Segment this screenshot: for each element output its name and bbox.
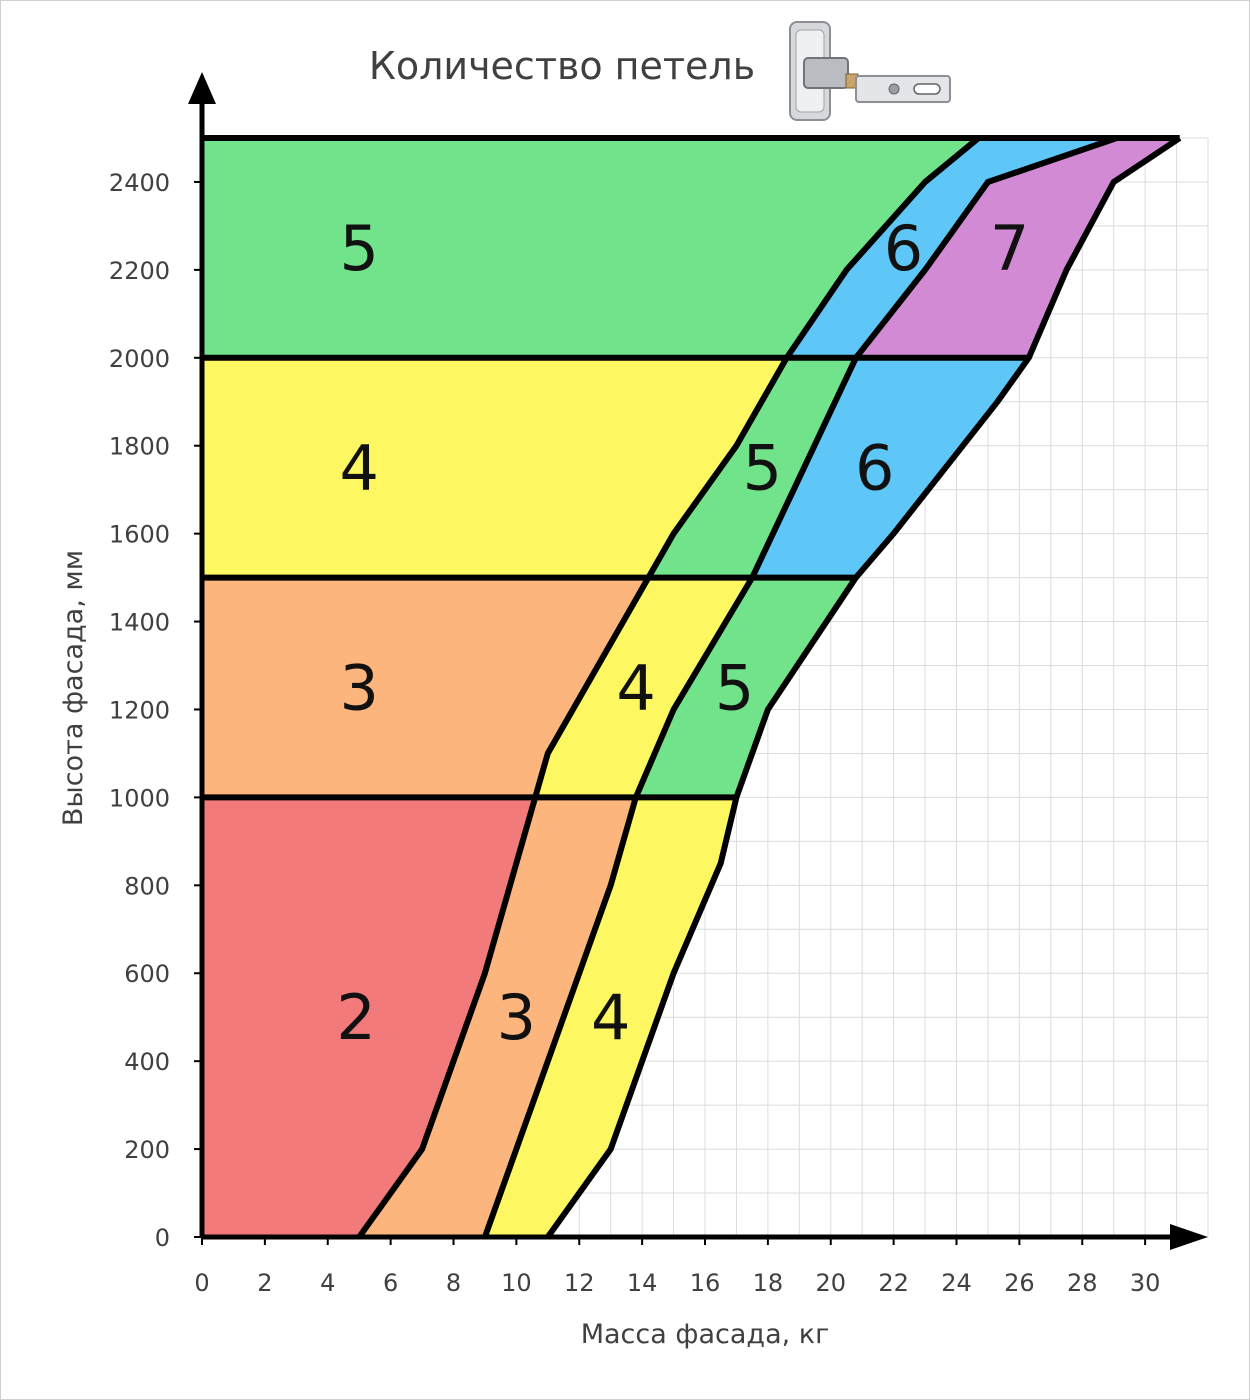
region-3: [359, 797, 636, 1237]
region-3: [202, 577, 649, 798]
region-label-3: 3: [497, 981, 536, 1054]
x-tick-label: 10: [501, 1269, 532, 1297]
y-axis-arrow: [188, 72, 216, 104]
x-tick-label: 6: [383, 1269, 398, 1297]
x-tick-label: 26: [1004, 1269, 1035, 1297]
boundary-curve-2: [482, 135, 1118, 1239]
boundary-curve-1: [356, 135, 981, 1239]
region-2: [202, 797, 536, 1237]
region-label-4: 4: [339, 432, 378, 505]
y-tick-labels: 0 200 400 600 800 1000 1200 1400 1600 1800 2000 220…: [109, 169, 202, 1252]
region-label-3: 3: [339, 652, 378, 725]
region-7: [855, 138, 1180, 358]
y-tick-label: 200: [124, 1136, 170, 1164]
region-label-4: 4: [591, 981, 630, 1054]
x-tick-label: 28: [1067, 1269, 1098, 1297]
region-label-6: 6: [855, 432, 894, 505]
region-label-6: 6: [884, 212, 923, 285]
x-tick-label: 18: [753, 1269, 784, 1297]
x-tick-label: 22: [878, 1269, 909, 1297]
y-tick-label: 0: [155, 1224, 170, 1252]
hinge-icon: [789, 21, 951, 121]
region-label-5: 5: [715, 652, 754, 725]
region-label-2: 2: [336, 981, 375, 1054]
x-tick-label: 24: [941, 1269, 972, 1297]
y-tick-label: 2000: [109, 345, 170, 373]
region-5: [202, 138, 979, 358]
region-6: [752, 357, 1029, 578]
y-tick-label: 800: [124, 872, 170, 900]
y-tick-label: 400: [124, 1048, 170, 1076]
regions: [202, 138, 1180, 1237]
region-5: [635, 577, 856, 798]
y-axis-label: Высота фасада, мм: [58, 550, 89, 826]
x-tick-label: 4: [320, 1269, 335, 1297]
region-4: [484, 797, 737, 1237]
band-lines: [202, 135, 1180, 801]
x-tick-label: 0: [194, 1269, 209, 1297]
x-axis-arrow: [1170, 1224, 1208, 1250]
y-tick-label: 1000: [109, 784, 170, 812]
y-tick-label: 2200: [109, 257, 170, 285]
x-axis-label: Масса фасада, кг: [581, 1319, 830, 1350]
x-tick-label: 30: [1130, 1269, 1161, 1297]
x-tick-label: 16: [690, 1269, 721, 1297]
x-tick-label: 14: [627, 1269, 658, 1297]
y-tick-label: 1200: [109, 696, 170, 724]
x-tick-label: 12: [564, 1269, 595, 1297]
region-labels: 2 3 43 4 54 5 65 6 7: [336, 212, 1029, 1054]
x-tick-label: 8: [446, 1269, 461, 1297]
region-label-4: 4: [616, 652, 655, 725]
region-6: [786, 138, 1117, 358]
region-label-5: 5: [339, 212, 378, 285]
region-label-7: 7: [990, 212, 1029, 285]
y-tick-label: 1800: [109, 433, 170, 461]
region-label-5: 5: [743, 432, 782, 505]
x-tick-label: 20: [815, 1269, 846, 1297]
region-5: [648, 357, 856, 578]
region-4: [202, 357, 787, 578]
y-tick-label: 1400: [109, 609, 170, 637]
x-tick-label: 2: [257, 1269, 272, 1297]
axes: [188, 72, 1208, 1250]
y-tick-label: 600: [124, 960, 170, 988]
y-tick-label: 2400: [109, 169, 170, 197]
x-tick-labels: 0 2 4 6 8 10 12 14 16 18 20 22 24 26 28 30: [194, 1237, 1160, 1297]
region-4: [535, 577, 753, 798]
chart-title: Количество петель: [369, 44, 755, 88]
y-tick-label: 1600: [109, 521, 170, 549]
